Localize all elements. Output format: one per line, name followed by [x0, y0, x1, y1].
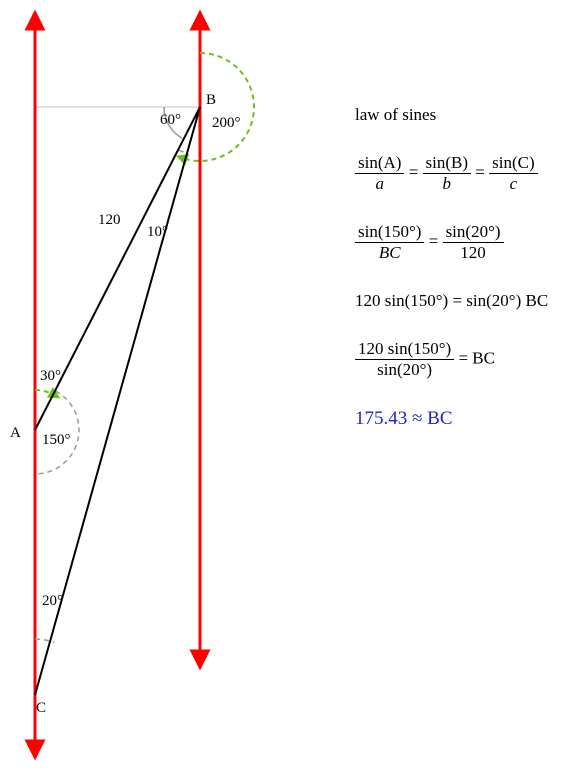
label-200: 200°: [212, 115, 241, 132]
label-60: 60°: [160, 112, 181, 129]
step2: 120 sin(150°) = sin(20°) BC: [355, 291, 575, 311]
equations-panel: law of sines sin(A)a = sin(B)b = sin(C)c…: [355, 105, 575, 458]
answer: 175.43 ≈ BC: [355, 408, 575, 430]
label-150: 150°: [42, 432, 71, 449]
law-of-sines-title: law of sines: [355, 105, 575, 125]
label-C: C: [36, 700, 46, 717]
step3: 120 sin(150°)sin(20°) = BC: [355, 339, 575, 380]
law-of-sines-formula: sin(A)a = sin(B)b = sin(C)c: [355, 153, 575, 194]
label-B: B: [206, 92, 216, 109]
label-A: A: [10, 425, 21, 442]
step1: sin(150°)BC = sin(20°)120: [355, 222, 575, 263]
label-120: 120: [98, 212, 121, 229]
label-30: 30°: [40, 368, 61, 385]
label-10: 10°: [147, 224, 168, 241]
label-20: 20°: [42, 593, 63, 610]
